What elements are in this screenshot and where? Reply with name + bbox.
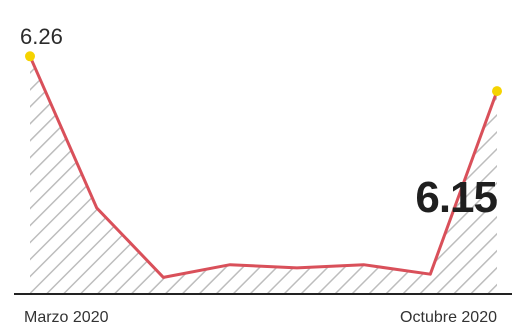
x-tick-label-end: Octubre 2020: [400, 309, 497, 326]
x-tick-label-start: Marzo 2020: [24, 309, 109, 326]
end-value-label: 6.15: [415, 173, 497, 222]
start-value-label: 6.26: [20, 24, 63, 49]
data-point: [492, 86, 502, 97]
series-line: [28, 54, 499, 279]
area-fill: [30, 56, 497, 294]
data-point: [25, 51, 35, 62]
data-points: [25, 51, 502, 97]
